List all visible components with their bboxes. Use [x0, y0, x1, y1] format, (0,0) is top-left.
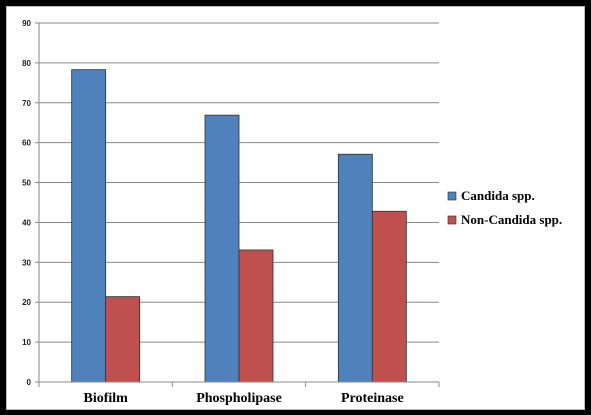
y-tick-label: 40 — [22, 218, 31, 227]
bar-candida-spp-proteinase — [337, 153, 373, 383]
legend-swatch — [447, 215, 457, 225]
x-category-label: Proteinase — [341, 391, 404, 406]
bar-candida-spp-phospholipase — [204, 114, 240, 383]
legend: Candida spp. Non-Candida spp. — [447, 188, 562, 227]
bar-non-candida-spp-biofilm — [105, 296, 141, 383]
x-category-label: Phospholipase — [196, 391, 282, 406]
bar-non-candida-spp-phospholipase — [238, 249, 274, 383]
legend-label: Non-Candida spp. — [461, 212, 562, 227]
y-tick-label: 20 — [22, 298, 31, 307]
y-tick-label: 90 — [22, 19, 31, 28]
bar-candida-spp-biofilm — [71, 69, 107, 383]
y-tick-label: 30 — [22, 258, 31, 267]
y-tick-label: 0 — [27, 378, 32, 387]
y-tick-label: 70 — [22, 99, 31, 108]
legend-swatch — [447, 191, 457, 201]
y-tick-label: 50 — [22, 179, 31, 188]
chart-frame: 0 10 20 30 40 50 60 70 80 90 Biofilm Phospholipase… — [6, 6, 585, 410]
y-tick-label: 80 — [22, 59, 31, 68]
bars — [71, 69, 407, 383]
bar-non-candida-spp-proteinase — [371, 210, 407, 383]
y-tick-label: 60 — [22, 139, 31, 148]
x-category-label: Biofilm — [83, 391, 128, 406]
x-axis: Biofilm Phospholipase Proteinase — [38, 381, 440, 406]
bar-chart: 0 10 20 30 40 50 60 70 80 90 Biofilm Phospholipase… — [22, 19, 562, 406]
y-axis: 0 10 20 30 40 50 60 70 80 90 — [22, 19, 40, 387]
y-tick-label: 10 — [22, 338, 31, 347]
legend-label: Candida spp. — [461, 188, 535, 203]
